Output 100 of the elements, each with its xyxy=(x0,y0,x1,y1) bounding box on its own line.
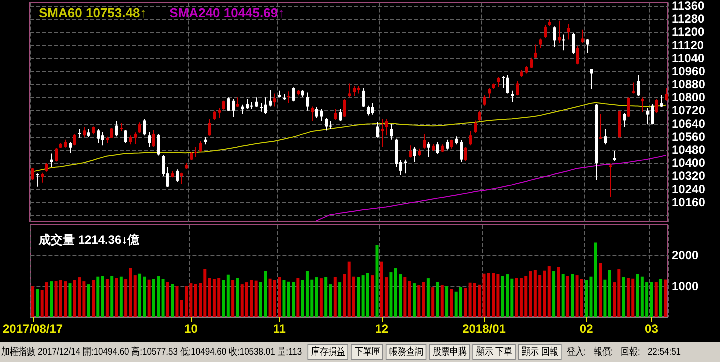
candlestick xyxy=(143,118,146,136)
bar xyxy=(232,280,235,317)
text: 22:54:51 xyxy=(646,346,682,358)
bar xyxy=(236,278,240,317)
candlestick xyxy=(69,142,72,154)
candlestick xyxy=(232,98,235,118)
candlestick xyxy=(502,76,505,89)
bar xyxy=(357,277,360,317)
x-tick-label: 10 xyxy=(184,322,198,336)
bar xyxy=(404,277,407,317)
candlestick xyxy=(572,32,575,54)
y-tick-label: 10160 xyxy=(672,195,706,210)
candlestick xyxy=(488,88,491,99)
candlestick xyxy=(497,76,500,88)
bar xyxy=(106,279,109,317)
bar xyxy=(320,278,323,317)
text: 加權指數 2017/12/14 開:10494.60 高:10577.53 低:10494.60 收:10538.01 量:113 xyxy=(2,346,302,359)
bar xyxy=(134,276,137,317)
candlestick xyxy=(138,122,141,134)
bar xyxy=(101,276,104,317)
candlestick xyxy=(227,97,230,112)
candlestick xyxy=(637,74,640,97)
candlestick xyxy=(413,146,416,163)
text: 顯示 回報 xyxy=(518,344,562,360)
candlestick xyxy=(599,114,602,140)
candlestick xyxy=(655,98,658,114)
y-tick-label: 10800 xyxy=(672,90,706,105)
bar xyxy=(440,286,444,317)
candlestick xyxy=(627,97,630,118)
bar xyxy=(664,280,668,317)
bar xyxy=(585,280,588,317)
bar xyxy=(580,279,584,317)
text: 下單匣 xyxy=(351,344,384,360)
candlestick xyxy=(176,169,179,183)
bar xyxy=(282,280,286,317)
candlestick xyxy=(409,145,412,158)
candlestick xyxy=(539,38,542,49)
candlestick xyxy=(78,128,81,138)
candlestick xyxy=(264,97,267,115)
bar xyxy=(566,276,570,317)
text: 顯示 下單 xyxy=(472,344,516,360)
y-tick-label: 10720 xyxy=(672,104,706,118)
y-tick-label: 11120 xyxy=(672,38,704,52)
candlestick xyxy=(124,130,127,144)
candlestick xyxy=(604,128,607,146)
line-series xyxy=(32,102,666,172)
candlestick xyxy=(553,26,556,48)
bar xyxy=(654,282,658,317)
text: 成交量 1214.36↓億 xyxy=(38,233,141,247)
candlestick xyxy=(115,120,118,138)
bar xyxy=(599,263,602,317)
x-tick-label: 02 xyxy=(580,322,594,336)
candlestick xyxy=(423,133,426,150)
bar xyxy=(315,278,318,317)
candlestick xyxy=(581,29,584,44)
bar xyxy=(571,274,574,317)
bar xyxy=(450,289,454,317)
candlestick xyxy=(246,98,249,110)
text: 回報: xyxy=(620,346,642,359)
candlestick xyxy=(544,24,547,39)
candlestick xyxy=(469,130,472,146)
bar xyxy=(166,282,170,317)
candlestick xyxy=(478,110,481,122)
candlestick xyxy=(97,128,100,144)
y-tick-label: 10640 xyxy=(672,116,706,131)
bar xyxy=(254,280,258,317)
bar xyxy=(412,284,416,317)
bar xyxy=(343,274,346,317)
bar xyxy=(87,284,90,317)
x-tick-label: 12 xyxy=(375,322,389,336)
bar xyxy=(115,278,118,317)
bar xyxy=(120,276,123,317)
y-tick-label: 10880 xyxy=(672,78,706,92)
candlestick xyxy=(157,133,160,156)
bar xyxy=(562,274,565,317)
candlestick xyxy=(134,132,137,144)
bar xyxy=(371,276,374,317)
candlestick xyxy=(632,82,635,94)
bar xyxy=(176,286,179,317)
candlestick xyxy=(381,118,384,148)
bar xyxy=(418,286,421,317)
candlestick xyxy=(31,168,34,181)
y-tick-label: 10400 xyxy=(672,156,706,170)
bar xyxy=(171,284,174,317)
bar xyxy=(96,276,100,317)
bar xyxy=(324,277,328,317)
candlestick xyxy=(460,140,463,163)
candlestick xyxy=(367,105,370,116)
candlestick xyxy=(446,139,449,150)
candlestick xyxy=(436,142,439,155)
candlestick xyxy=(506,74,509,94)
candlestick xyxy=(148,132,151,148)
bar xyxy=(594,242,598,317)
candlestick xyxy=(236,97,239,108)
y-tick-label: 10240 xyxy=(672,182,706,196)
y-tick-label: 10480 xyxy=(672,143,706,157)
candlestick xyxy=(273,93,276,108)
bar xyxy=(68,284,72,317)
candlestick xyxy=(362,88,365,108)
candlestick xyxy=(562,34,565,52)
